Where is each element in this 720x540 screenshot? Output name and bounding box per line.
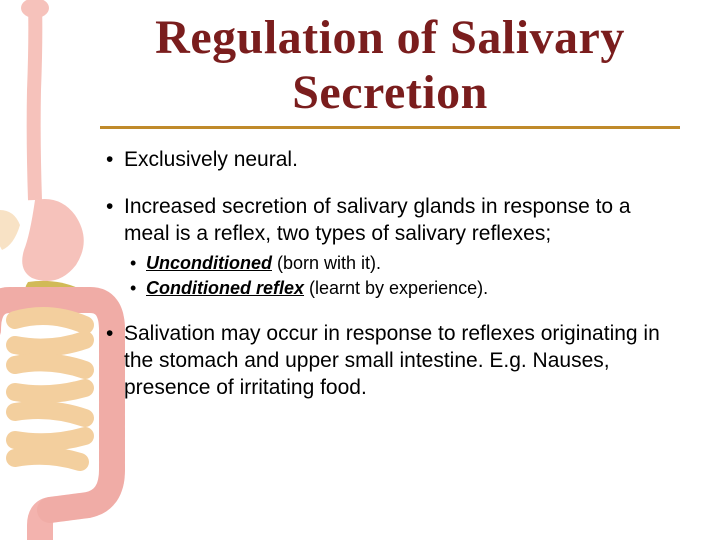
bullet-item: Increased secretion of salivary glands i… [124, 194, 680, 301]
bullet-item: Exclusively neural. [124, 147, 680, 174]
page-title: Regulation of Salivary Secretion [100, 10, 680, 120]
sub-bullet-list: Unconditioned (born with it). Conditione… [124, 252, 680, 301]
bullet-text: Exclusively neural. [124, 148, 298, 171]
title-divider [100, 126, 680, 129]
sub-bullet-term: Unconditioned [146, 253, 272, 273]
bullet-item: Salivation may occur in response to refl… [124, 321, 680, 402]
sub-bullet-rest: (learnt by experience). [304, 278, 488, 298]
main-bullet-list: Exclusively neural. Increased secretion … [100, 147, 680, 401]
sub-bullet-item: Unconditioned (born with it). [146, 252, 680, 275]
bullet-text: Salivation may occur in response to refl… [124, 322, 660, 399]
sub-bullet-term: Conditioned reflex [146, 278, 304, 298]
bullet-text: Increased secretion of salivary glands i… [124, 195, 631, 245]
sub-bullet-item: Conditioned reflex (learnt by experience… [146, 277, 680, 300]
sub-bullet-rest: (born with it). [272, 253, 381, 273]
